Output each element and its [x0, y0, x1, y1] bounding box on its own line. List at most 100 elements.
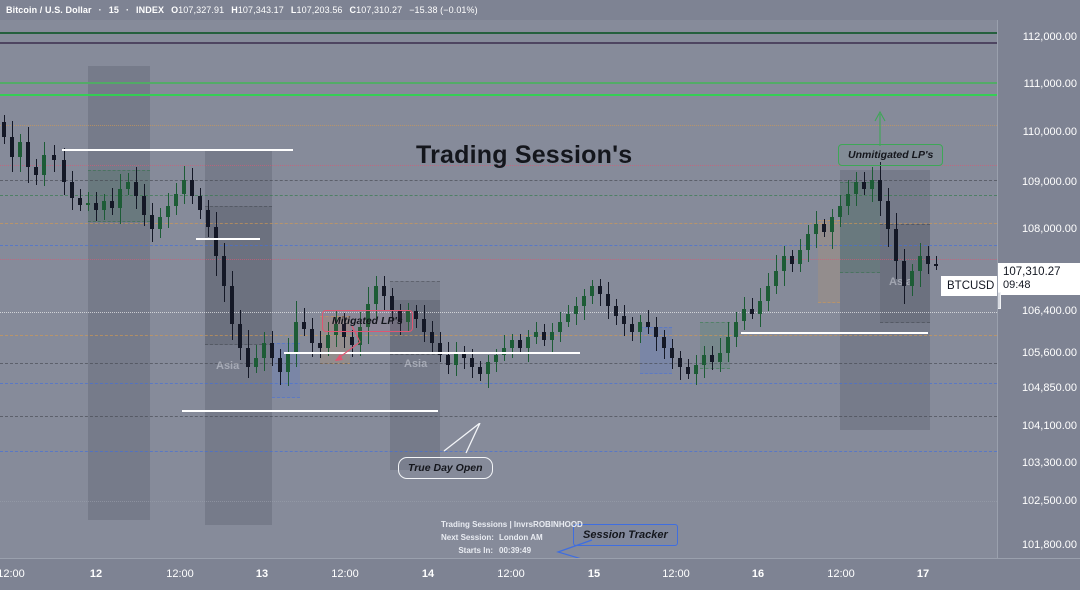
- time-axis[interactable]: 12:00 12 12:00 13 12:00 14 12:00 15 12:00 16 12:00…: [0, 558, 1080, 590]
- candle-body: [414, 311, 418, 319]
- true-day-open-tail: [443, 423, 481, 454]
- candle-body: [342, 324, 346, 338]
- price-tick-10: 102,500.00: [1021, 495, 1077, 507]
- price-axis[interactable]: 112,000.00 111,000.00 110,000.00 109,000.00…: [997, 20, 1080, 558]
- price-tick-6: 105,600.00: [1021, 347, 1077, 359]
- current-price-tag[interactable]: 107,310.27 09:48: [998, 263, 1080, 309]
- true-day-open-callout: True Day Open: [398, 457, 493, 479]
- price-level-unmitigated-high-3: [0, 81, 997, 84]
- session-label-asia-1: Asia: [216, 360, 240, 372]
- candle-body: [830, 217, 834, 232]
- price-level-unmitigated-high-1: [0, 32, 997, 35]
- candle-body: [918, 255, 922, 272]
- low-key: L: [290, 5, 297, 15]
- candle-body: [486, 362, 490, 374]
- time-tick-2: 12:00: [166, 568, 194, 580]
- candle-body: [654, 326, 658, 338]
- candle-body: [398, 311, 402, 322]
- candle-body: [822, 224, 826, 232]
- candle-body: [542, 332, 546, 340]
- price-tick-4: 108,000.00: [1021, 223, 1077, 235]
- chart-header-bar[interactable]: Bitcoin / U.S. Dollar · 15 · INDEX O 107,…: [0, 0, 1080, 20]
- candle-body: [774, 271, 778, 287]
- true-day-open-line-4: [182, 410, 438, 412]
- candle-body: [278, 357, 282, 372]
- candle-body: [846, 193, 850, 206]
- chart-plot-area[interactable]: Asia Asia Asia Trading Session's Mitigat…: [0, 20, 997, 558]
- candle-body: [710, 355, 714, 363]
- candle-body: [110, 200, 114, 208]
- candle-body: [590, 286, 594, 297]
- candle-body: [550, 332, 554, 340]
- candle-body: [862, 182, 866, 190]
- candle-body: [854, 182, 858, 194]
- candle-body: [86, 203, 90, 206]
- interval-label[interactable]: 15: [108, 5, 119, 15]
- true-day-open-line-0: [62, 149, 293, 151]
- true-day-open-line-1: [196, 238, 260, 240]
- axis-scale-grip[interactable]: [998, 292, 1001, 309]
- price-level-lp-gray-4: [0, 501, 997, 502]
- true-day-open-line-3: [741, 332, 928, 334]
- time-tick-11: 17: [916, 568, 930, 580]
- candle-body: [374, 286, 378, 304]
- candle-wick: [88, 191, 89, 212]
- high-value: 107,343.17: [237, 5, 284, 15]
- symbol-name[interactable]: Bitcoin / U.S. Dollar: [6, 5, 92, 15]
- candle-body: [102, 200, 106, 211]
- candle-body: [150, 214, 154, 229]
- candle-body: [574, 306, 578, 314]
- candle-body: [350, 337, 354, 346]
- candle-body: [606, 293, 610, 307]
- candle-body: [470, 357, 474, 367]
- session-box-ny-pm-7: [818, 219, 840, 304]
- candle-body: [814, 224, 818, 235]
- candle-body: [582, 296, 586, 307]
- price-level-lp-orange-3: [0, 334, 997, 336]
- candle-body: [478, 367, 482, 374]
- header-separator-1: ·: [98, 5, 102, 15]
- candle-body: [52, 154, 56, 160]
- price-level-lp-red-1: [0, 164, 997, 166]
- exchange-label[interactable]: INDEX: [136, 5, 165, 15]
- candle-body: [198, 196, 202, 211]
- candle-body: [502, 347, 506, 356]
- candle-body: [806, 234, 810, 251]
- candle-body: [462, 353, 466, 358]
- open-key: O: [171, 5, 179, 15]
- candle-body: [838, 205, 842, 218]
- candle-body: [126, 182, 130, 190]
- candle-body: [190, 179, 194, 197]
- candle-body: [902, 261, 906, 287]
- candle-body: [206, 210, 210, 227]
- header-separator-2: ·: [125, 5, 130, 15]
- price-tick-0: 112,000.00: [1022, 31, 1077, 43]
- price-level-tdo-white: [0, 312, 997, 314]
- candle-body: [790, 255, 794, 264]
- candle-body: [646, 321, 650, 327]
- candle-body: [494, 355, 498, 363]
- price-level-lp-green-1: [0, 195, 997, 197]
- candle-body: [886, 200, 890, 229]
- candle-body: [662, 337, 666, 348]
- session-tracker-panel: Trading Sessions | InvrsROBINHOOD Next S…: [441, 518, 583, 557]
- candle-body: [510, 339, 514, 348]
- candle-body: [758, 301, 762, 314]
- candle-body: [910, 271, 914, 287]
- candle-body: [366, 303, 370, 327]
- tracker-next-session-key: Next Session:: [441, 533, 494, 542]
- candle-body: [630, 324, 634, 332]
- candle-body: [678, 357, 682, 367]
- candle-body: [334, 324, 338, 335]
- candle-body: [222, 255, 226, 287]
- candle-body: [422, 318, 426, 332]
- price-level-unmitigated-high-2: [0, 41, 997, 44]
- symbol-price-chip[interactable]: BTCUSD: [941, 276, 997, 296]
- candle-body: [686, 367, 690, 374]
- candle-body: [78, 198, 82, 206]
- candle-body: [742, 308, 746, 322]
- candle-body: [134, 182, 138, 197]
- candle-body: [454, 353, 458, 365]
- candle-body: [702, 355, 706, 365]
- candle-body: [782, 255, 786, 272]
